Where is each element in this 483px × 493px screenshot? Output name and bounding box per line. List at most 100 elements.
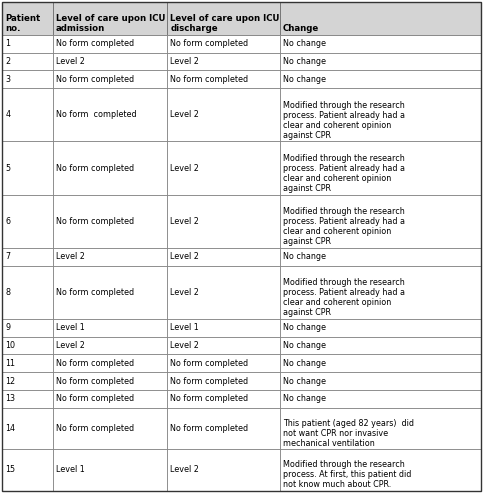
Text: Level 1: Level 1 [56,465,84,474]
Bar [2,70,53,88]
Bar [2,35,53,53]
Bar [53,354,168,372]
Bar [53,337,168,354]
Text: Change: Change [283,24,319,33]
Bar [2,88,53,141]
Bar [2,319,53,337]
Text: Level 2: Level 2 [170,110,199,119]
Bar [53,70,168,88]
Text: No form completed: No form completed [56,424,134,433]
Text: Level 2: Level 2 [170,341,199,350]
Text: Patient
no.: Patient no. [5,14,41,33]
Bar [2,354,53,372]
Text: Level 2: Level 2 [56,252,85,261]
Bar [2,141,53,195]
Bar [280,266,481,319]
Text: No form completed: No form completed [56,359,134,368]
Text: No change: No change [283,377,326,386]
Text: No form completed: No form completed [170,39,248,48]
Bar [280,141,481,195]
Text: No change: No change [283,323,326,332]
Text: No form completed: No form completed [56,377,134,386]
Text: Level 2: Level 2 [170,465,199,474]
Bar [53,372,168,390]
Text: This patient (aged 82 years)  did
not want CPR nor invasive
mechanical ventilati: This patient (aged 82 years) did not wan… [283,419,413,448]
Text: No form completed: No form completed [170,377,248,386]
Text: 10: 10 [5,341,15,350]
Text: 6: 6 [5,217,10,226]
Bar [2,195,53,248]
Text: No change: No change [283,359,326,368]
Bar [280,2,481,35]
Bar [53,88,168,141]
Text: Modified through the research
process. At first, this patient did
not know much : Modified through the research process. A… [283,460,411,489]
Bar [168,195,280,248]
Bar [53,35,168,53]
Text: 11: 11 [5,359,15,368]
Text: 15: 15 [5,465,15,474]
Bar [2,2,53,35]
Text: Level 2: Level 2 [56,341,85,350]
Bar [168,248,280,266]
Text: 13: 13 [5,394,15,403]
Bar [280,248,481,266]
Text: No form  completed: No form completed [56,110,136,119]
Text: Modified through the research
process. Patient already had a
clear and coherent : Modified through the research process. P… [283,154,405,193]
Text: 12: 12 [5,377,15,386]
Bar [168,408,280,449]
Text: No change: No change [283,57,326,66]
Text: 2: 2 [5,57,11,66]
Bar [168,390,280,408]
Text: Level of care upon ICU
admission: Level of care upon ICU admission [56,14,165,33]
Text: 14: 14 [5,424,15,433]
Text: No change: No change [283,39,326,48]
Text: No form completed: No form completed [56,288,134,297]
Text: Modified through the research
process. Patient already had a
clear and coherent : Modified through the research process. P… [283,278,405,317]
Text: Level 2: Level 2 [170,288,199,297]
Bar [280,337,481,354]
Bar [280,195,481,248]
Bar [168,53,280,70]
Bar [2,449,53,491]
Bar [53,141,168,195]
Bar [168,266,280,319]
Text: Level 1: Level 1 [56,323,84,332]
Text: Level 2: Level 2 [170,217,199,226]
Text: No form completed: No form completed [170,424,248,433]
Text: Modified through the research
process. Patient already had a
clear and coherent : Modified through the research process. P… [283,207,405,246]
Text: No form completed: No form completed [56,39,134,48]
Text: 3: 3 [5,75,10,84]
Bar [53,408,168,449]
Bar [168,337,280,354]
Text: No form completed: No form completed [170,394,248,403]
Bar [2,408,53,449]
Bar [168,70,280,88]
Bar [168,319,280,337]
Bar [280,319,481,337]
Bar [280,70,481,88]
Text: 7: 7 [5,252,11,261]
Bar [2,337,53,354]
Bar [168,354,280,372]
Bar [2,390,53,408]
Bar [168,449,280,491]
Bar [280,88,481,141]
Text: No form completed: No form completed [56,75,134,84]
Bar [280,35,481,53]
Text: No change: No change [283,394,326,403]
Bar [53,248,168,266]
Text: No form completed: No form completed [56,164,134,173]
Bar [280,53,481,70]
Bar [168,88,280,141]
Text: Level 2: Level 2 [170,252,199,261]
Text: No change: No change [283,341,326,350]
Text: No change: No change [283,75,326,84]
Text: Modified through the research
process. Patient already had a
clear and coherent : Modified through the research process. P… [283,101,405,140]
Text: No form completed: No form completed [170,75,248,84]
Bar [168,372,280,390]
Bar [168,141,280,195]
Bar [280,390,481,408]
Bar [2,372,53,390]
Text: 1: 1 [5,39,10,48]
Text: Level 2: Level 2 [170,164,199,173]
